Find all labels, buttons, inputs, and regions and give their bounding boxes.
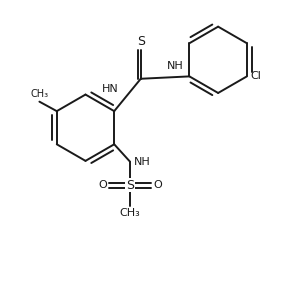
Text: O: O — [98, 180, 107, 190]
Text: CH₃: CH₃ — [30, 89, 49, 99]
Text: S: S — [126, 179, 134, 192]
Text: NH: NH — [167, 61, 183, 71]
Text: Cl: Cl — [250, 71, 261, 82]
Text: CH₃: CH₃ — [120, 208, 140, 218]
Text: HN: HN — [102, 84, 119, 94]
Text: S: S — [137, 35, 145, 48]
Text: NH: NH — [134, 157, 150, 167]
Text: O: O — [153, 180, 162, 190]
